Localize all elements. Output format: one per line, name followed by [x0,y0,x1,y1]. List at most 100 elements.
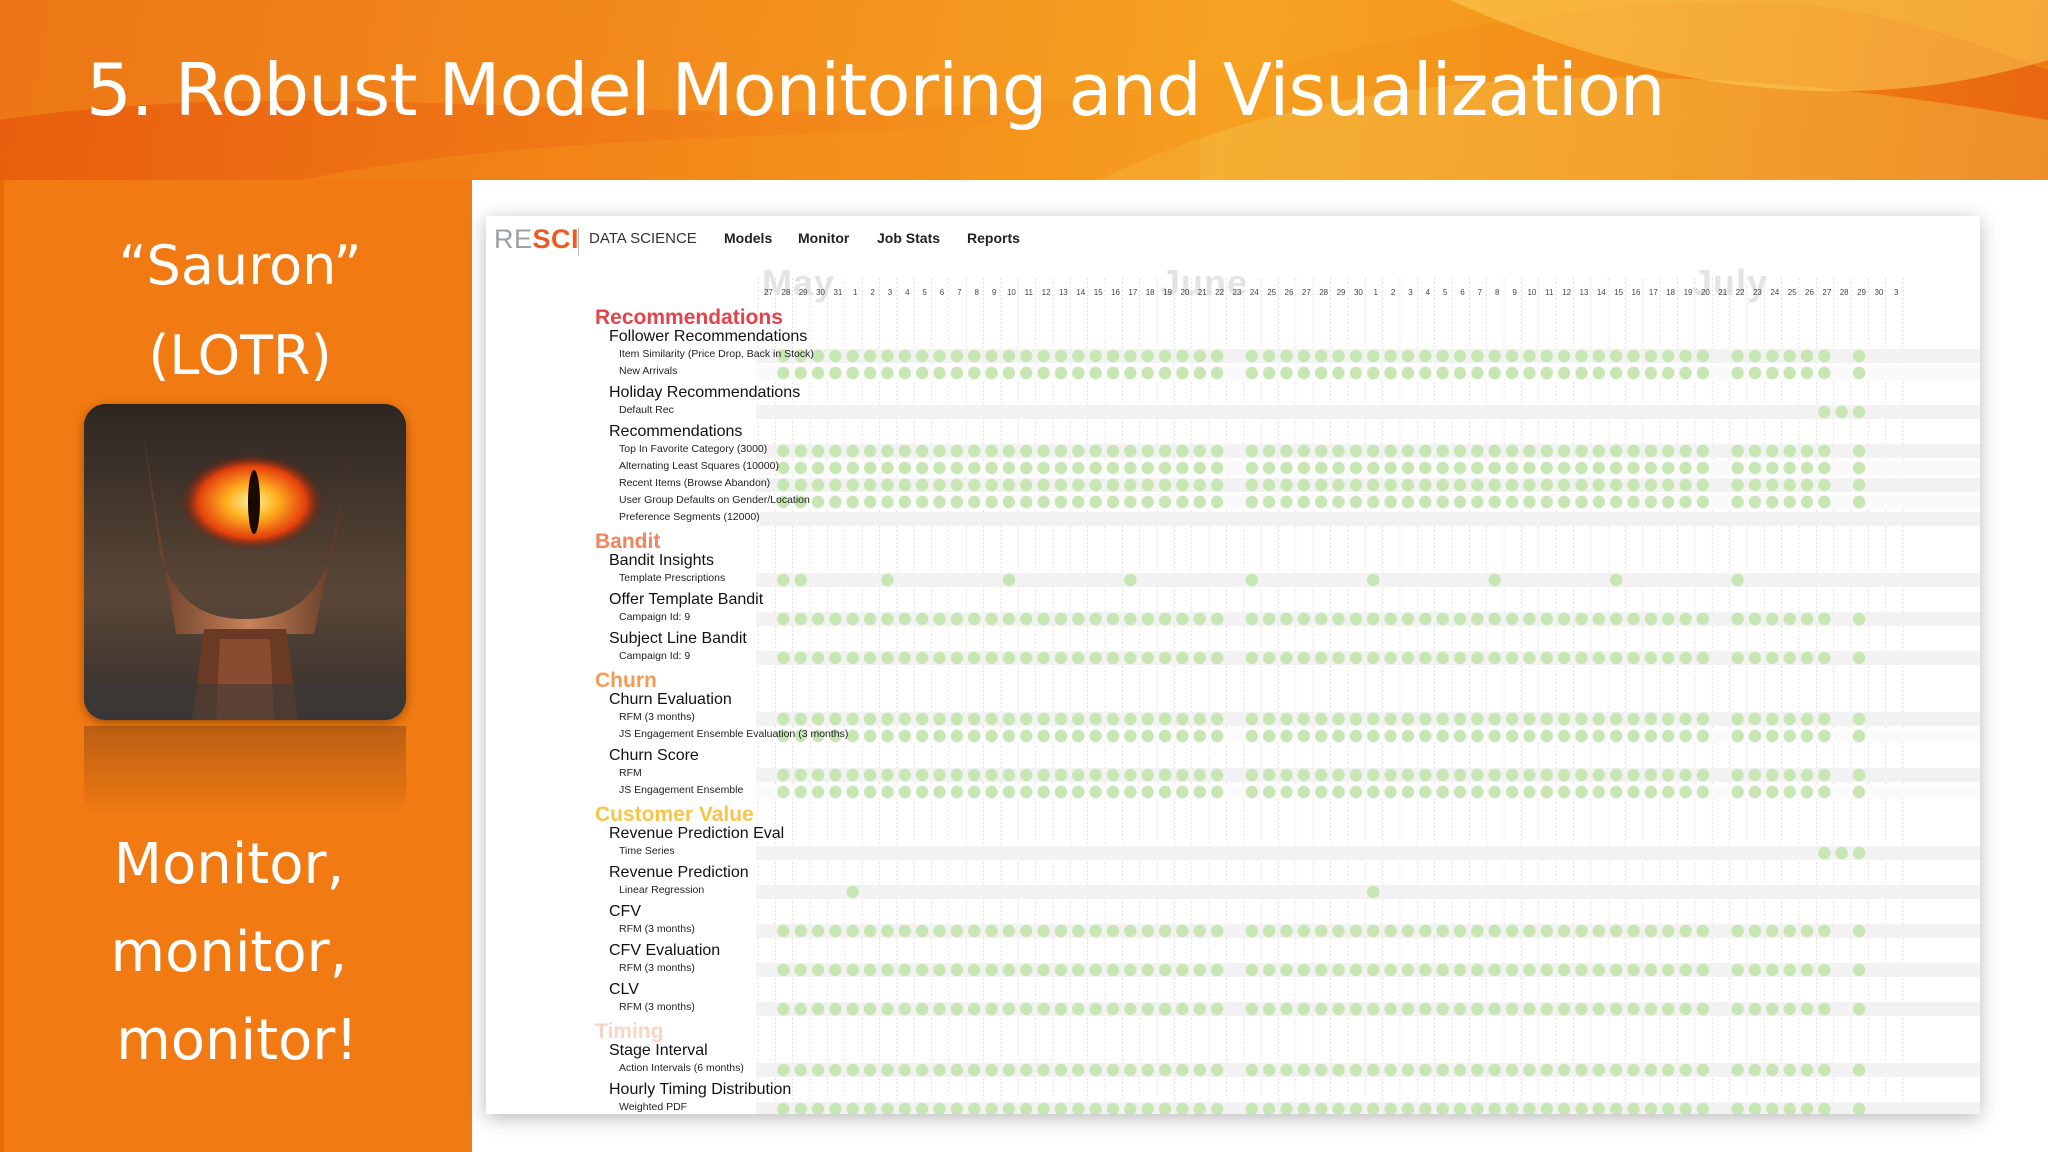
model-name[interactable]: CFV Evaluation [609,942,721,959]
model-name[interactable]: Follower Recommendations [609,328,808,345]
model-name[interactable]: Offer Template Bandit [609,591,764,608]
day-tick: 5 [1442,288,1448,297]
run-status-dot [1158,349,1172,363]
model-variant[interactable]: Time Series [619,845,675,857]
run-status-dot [1436,495,1449,509]
run-status-dot [1748,366,1762,380]
nav-models[interactable]: Models [724,230,773,246]
model-variant[interactable]: New Arrivals [619,365,678,377]
run-status-dot [1818,1063,1831,1077]
run-status-dot [915,924,929,938]
model-variant[interactable]: RFM (3 months) [619,1001,695,1013]
run-status-dot [1818,924,1831,938]
run-status-dot [829,461,842,475]
nav-job-stats[interactable]: Job Stats [877,230,941,246]
run-status-dot [1106,712,1120,726]
model-name[interactable]: Churn Evaluation [609,691,732,708]
run-status-dot [1210,1002,1224,1016]
run-status-dot [1523,612,1536,626]
run-status-dot [1644,651,1658,665]
run-status-dot [1176,495,1189,509]
run-status-dot [968,366,981,380]
run-status-dot [1557,963,1571,977]
run-status-dot [1696,1063,1710,1077]
run-status-dot [1575,495,1588,509]
model-variant[interactable]: Campaign Id: 9 [619,611,691,623]
run-status-dot [1436,963,1449,977]
model-name[interactable]: Stage Interval [609,1042,708,1059]
model-name[interactable]: Churn Score [609,747,699,764]
run-status-dot [1748,924,1762,938]
model-variant[interactable]: User Group Defaults on Gender/Location [619,494,810,506]
run-status-dot [1054,461,1068,475]
run-status-dot [1280,1063,1293,1077]
run-status-dot [1245,1002,1258,1016]
model-name[interactable]: Revenue Prediction Eval [609,825,785,842]
model-variant[interactable]: JS Engagement Ensemble Evaluation (3 mon… [619,728,849,740]
model-variant[interactable]: RFM (3 months) [619,711,695,723]
model-variant[interactable]: JS Engagement Ensemble [619,784,744,796]
run-status-dot [1419,1002,1432,1016]
run-status-dot [1072,349,1085,363]
nav-reports[interactable]: Reports [967,230,1020,246]
run-status-dot [1193,478,1206,492]
run-status-dot [1679,768,1692,782]
model-variant[interactable]: Campaign Id: 9 [619,650,691,662]
run-status-dot [1627,461,1640,475]
run-status-dot [915,768,929,782]
run-status-dot [1627,495,1640,509]
run-status-dot [777,963,790,977]
model-variant[interactable]: RFM (3 months) [619,923,695,935]
model-variant[interactable]: Preference Segments (12000) [619,511,760,523]
model-name[interactable]: Recommendations [609,423,743,440]
model-variant[interactable]: Template Prescriptions [619,572,726,584]
model-variant[interactable]: Default Rec [619,404,674,416]
day-tick: 6 [939,288,945,297]
run-status-dot [863,478,877,492]
run-status-dot [898,461,911,475]
run-status-dot [1002,963,1016,977]
model-variant[interactable]: Linear Regression [619,884,705,896]
run-status-dot [794,349,807,363]
model-variant[interactable]: Weighted PDF [619,1101,688,1113]
run-status-dot [1783,366,1796,380]
run-status-dot [1505,495,1519,509]
model-variant[interactable]: Alternating Least Squares (10000) [619,460,779,472]
run-status-dot [1453,349,1467,363]
run-status-dot [1158,612,1172,626]
model-name[interactable]: Hourly Timing Distribution [609,1081,792,1098]
day-tick: 6 [1460,288,1465,297]
model-variant[interactable]: Recent Items (Browse Abandon) [619,477,771,489]
model-variant[interactable]: RFM [619,767,642,779]
run-status-dot [811,612,825,626]
model-name[interactable]: CFV [609,903,641,920]
run-status-dot [1176,712,1189,726]
model-name[interactable]: Holiday Recommendations [609,384,801,401]
model-variant[interactable]: Action Intervals (6 months) [619,1062,744,1074]
run-status-dot [1401,1102,1415,1114]
nav-monitor[interactable]: Monitor [798,230,850,246]
model-name[interactable]: Subject Line Bandit [609,630,747,647]
run-status-dot [794,444,807,458]
model-name[interactable]: CLV [609,981,639,998]
run-status-dot [985,349,998,363]
run-status-dot [1037,768,1050,782]
model-name[interactable]: Bandit Insights [609,552,714,569]
run-status-dot [898,785,911,799]
run-status-dot [898,651,911,665]
model-name[interactable]: Revenue Prediction [609,864,749,881]
brand-logo[interactable]: RESCI [494,224,579,255]
run-status-dot [1731,444,1744,458]
run-status-dot [1245,573,1258,587]
run-status-dot [1523,785,1536,799]
run-status-dot [1800,461,1814,475]
run-status-dot [1575,1002,1588,1016]
run-status-dot [1800,444,1814,458]
model-variant[interactable]: RFM (3 months) [619,962,695,974]
run-status-dot [1332,349,1345,363]
model-variant[interactable]: Item Similarity (Price Drop, Back in Sto… [619,348,814,360]
run-status-dot [1332,612,1345,626]
model-variant[interactable]: Top In Favorite Category (3000) [619,443,768,455]
run-status-dot [1488,478,1501,492]
run-status-dot [968,461,981,475]
